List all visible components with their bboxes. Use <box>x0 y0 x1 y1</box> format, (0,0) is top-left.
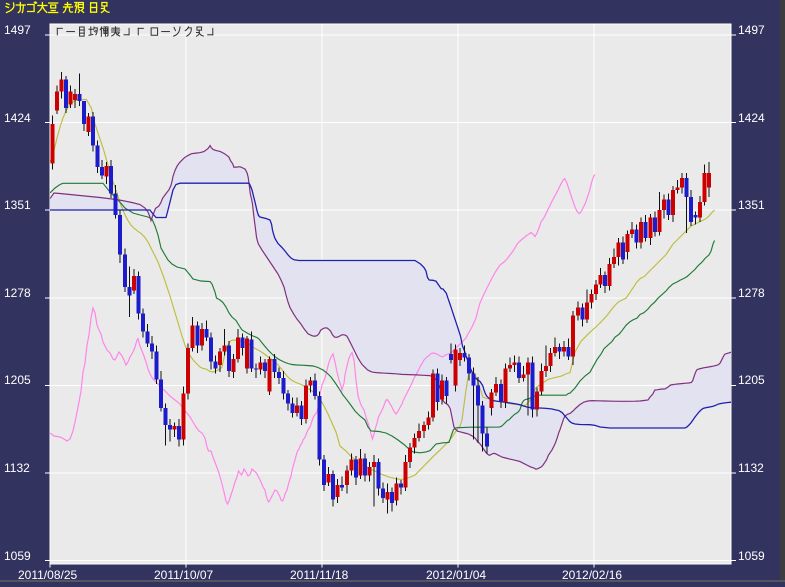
svg-text:2011/08/25: 2011/08/25 <box>18 568 77 582</box>
svg-text:1497: 1497 <box>4 23 31 37</box>
svg-text:2011/11/18: 2011/11/18 <box>290 568 349 582</box>
svg-text:2012/02/16: 2012/02/16 <box>562 568 622 582</box>
svg-text:1497: 1497 <box>738 23 765 37</box>
svg-text:1424: 1424 <box>4 111 31 125</box>
svg-text:1351: 1351 <box>4 198 31 212</box>
svg-text:2011/10/07: 2011/10/07 <box>154 568 213 582</box>
svg-text:1059: 1059 <box>4 549 31 563</box>
svg-text:1059: 1059 <box>738 549 765 563</box>
svg-text:1424: 1424 <box>738 111 765 125</box>
svg-text:1132: 1132 <box>4 461 30 475</box>
svg-text:1278: 1278 <box>738 286 765 300</box>
svg-text:1278: 1278 <box>4 286 31 300</box>
svg-text:1205: 1205 <box>738 373 765 387</box>
svg-text:1351: 1351 <box>738 198 765 212</box>
svg-text:1205: 1205 <box>4 373 31 387</box>
svg-text:2012/01/04: 2012/01/04 <box>426 568 486 582</box>
svg-text:1132: 1132 <box>738 461 764 475</box>
